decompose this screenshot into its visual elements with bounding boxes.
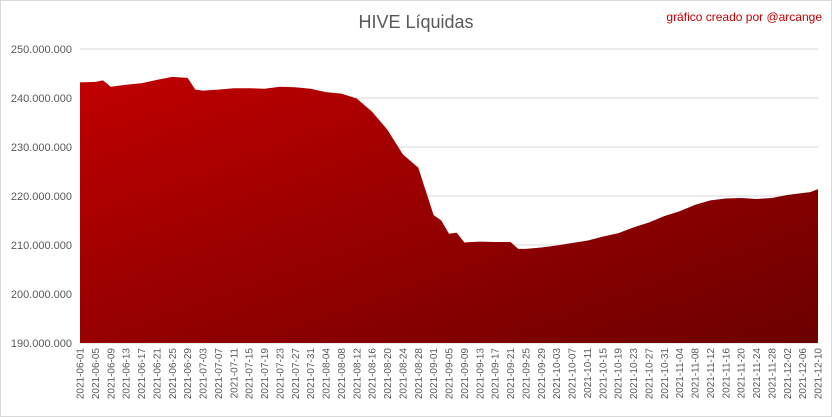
x-tick-label: 2021-08-28 bbox=[414, 348, 425, 400]
x-tick-label: 2021-09-09 bbox=[460, 348, 471, 400]
x-tick-label: 2021-12-10 bbox=[814, 348, 825, 400]
x-tick-label: 2021-07-15 bbox=[245, 348, 256, 400]
x-tick-label: 2021-08-08 bbox=[337, 348, 348, 400]
x-tick-label: 2021-10-11 bbox=[583, 348, 594, 399]
x-tick-label: 2021-10-15 bbox=[598, 348, 609, 400]
x-tick-label: 2021-06-05 bbox=[91, 348, 102, 400]
x-tick-label: 2021-11-16 bbox=[721, 348, 732, 399]
x-tick-label: 2021-08-12 bbox=[352, 348, 363, 400]
x-tick-label: 2021-06-13 bbox=[122, 348, 133, 400]
x-tick-label: 2021-09-29 bbox=[537, 348, 548, 400]
x-tick-label: 2021-08-04 bbox=[322, 348, 333, 400]
x-tick-label: 2021-07-27 bbox=[291, 348, 302, 400]
x-tick-label: 2021-10-27 bbox=[644, 348, 655, 400]
x-tick-label: 2021-06-21 bbox=[152, 348, 163, 400]
x-tick-label: 2021-09-05 bbox=[445, 348, 456, 400]
x-tick-label: 2021-06-09 bbox=[106, 348, 117, 400]
x-tick-label: 2021-07-23 bbox=[275, 348, 286, 400]
x-tick-label: 2021-11-12 bbox=[706, 348, 717, 399]
x-axis: 2021-06-01 2021-06-05 2021-06-09 2021-06-13… bbox=[76, 348, 825, 400]
x-tick-label: 2021-11-08 bbox=[691, 348, 702, 399]
y-tick-label: 220.000.000 bbox=[11, 191, 72, 203]
x-tick-label: 2021-08-20 bbox=[383, 348, 394, 400]
x-tick-label: 2021-12-06 bbox=[798, 348, 809, 400]
x-tick-label: 2021-07-07 bbox=[214, 348, 225, 400]
x-tick-label: 2021-11-20 bbox=[737, 348, 748, 399]
series-area bbox=[80, 76, 818, 344]
x-tick-label: 2021-12-02 bbox=[783, 348, 794, 400]
y-tick-label: 250.000.000 bbox=[11, 44, 72, 56]
x-tick-label: 2021-06-01 bbox=[76, 348, 87, 400]
x-tick-label: 2021-09-13 bbox=[475, 348, 486, 400]
x-tick-label: 2021-10-23 bbox=[629, 348, 640, 400]
x-tick-label: 2021-07-31 bbox=[306, 348, 317, 400]
chart-title: HIVE Líquidas bbox=[358, 12, 474, 32]
y-tick-label: 200.000.000 bbox=[11, 289, 72, 301]
x-tick-label: 2021-10-19 bbox=[614, 348, 625, 400]
x-tick-label: 2021-09-17 bbox=[491, 348, 502, 400]
x-tick-label: 2021-07-03 bbox=[199, 348, 210, 400]
x-tick-label: 2021-08-16 bbox=[368, 348, 379, 400]
x-tick-label: 2021-09-25 bbox=[521, 348, 532, 400]
x-tick-label: 2021-06-25 bbox=[168, 348, 179, 400]
x-tick-label: 2021-11-28 bbox=[767, 348, 778, 399]
y-tick-label: 190.000.000 bbox=[11, 338, 72, 350]
y-tick-label: 230.000.000 bbox=[11, 142, 72, 154]
x-tick-label: 2021-10-07 bbox=[568, 348, 579, 400]
x-tick-label: 2021-06-29 bbox=[183, 348, 194, 400]
y-axis: 190.000.000 200.000.000 210.000.000 220.000… bbox=[11, 44, 72, 350]
x-tick-label: 2021-09-21 bbox=[506, 348, 517, 400]
x-tick-label: 2021-08-24 bbox=[398, 348, 409, 400]
x-tick-label: 2021-10-03 bbox=[552, 348, 563, 400]
x-tick-label: 2021-07-11 bbox=[229, 348, 240, 399]
y-tick-label: 210.000.000 bbox=[11, 240, 72, 252]
y-tick-label: 240.000.000 bbox=[11, 93, 72, 105]
x-tick-label: 2021-10-31 bbox=[660, 348, 671, 400]
x-tick-label: 2021-09-01 bbox=[429, 348, 440, 400]
x-tick-label: 2021-06-17 bbox=[137, 348, 148, 400]
chart-credit: gráfico creado por @arcange bbox=[666, 10, 822, 24]
x-tick-label: 2021-07-19 bbox=[260, 348, 271, 400]
x-tick-label: 2021-11-24 bbox=[752, 348, 763, 399]
x-tick-label: 2021-11-04 bbox=[675, 348, 686, 399]
area-layer bbox=[80, 76, 818, 344]
